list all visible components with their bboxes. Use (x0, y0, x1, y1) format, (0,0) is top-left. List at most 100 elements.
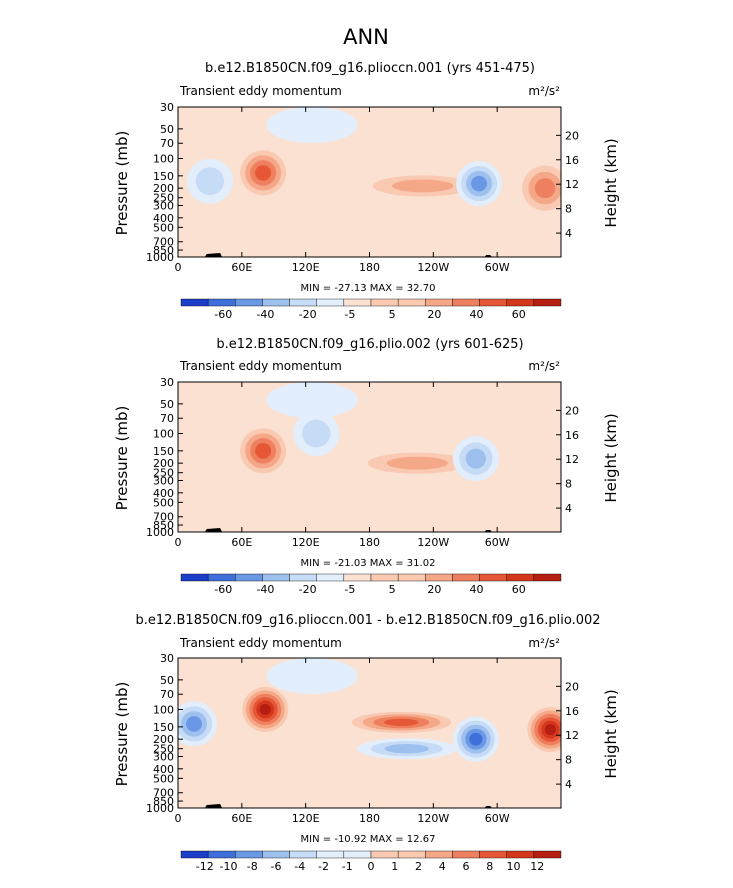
colorbar-swatch (343, 573, 372, 582)
colorbar-label: 20 (427, 583, 441, 596)
panel-3-y2label: Height (km) (602, 689, 620, 778)
colorbar-label: 1 (391, 860, 398, 873)
colorbar-swatch (262, 298, 290, 307)
panel-1-ylabel: Pressure (mb) (113, 131, 131, 236)
colorbar-swatch (452, 573, 480, 582)
topography (204, 528, 223, 532)
colorbar-label: -4 (294, 860, 305, 873)
panel-3-ylabel: Pressure (mb) (113, 682, 131, 787)
ytick-label: 50 (160, 398, 174, 411)
xtick-label: 180 (359, 261, 380, 274)
ytick-label: 500 (153, 221, 174, 234)
ytick-label: 1000 (146, 526, 174, 539)
colorbar-swatch (397, 298, 426, 307)
colorbar-swatch (262, 573, 290, 582)
panel-3: b.e12.B1850CN.f09_g16.plioccn.001 - b.e1… (113, 613, 620, 873)
xtick-label: 120E (292, 812, 320, 825)
ytick-label: 850 (153, 244, 174, 257)
colorbar-swatch (479, 298, 507, 307)
ytick-label: 250 (153, 192, 174, 205)
ytick-label: 100 (153, 428, 174, 441)
y2tick-label: 12 (565, 178, 579, 191)
ytick-label: 300 (153, 199, 174, 212)
panel-1-units: m²/s² (528, 84, 560, 98)
ytick-label: 30 (160, 101, 174, 114)
panel-1-stats: MIN = -27.13 MAX = 32.70 (301, 283, 436, 294)
y2tick-label: 20 (565, 129, 579, 142)
ytick-label: 150 (153, 445, 174, 458)
plot-background (178, 107, 561, 257)
colorbar-swatch (235, 573, 263, 582)
y2tick-label: 4 (565, 778, 572, 791)
colorbar-swatch (180, 850, 209, 859)
contour-pos-0-level-6 (259, 704, 271, 715)
topography (204, 804, 223, 808)
panel-1-colorbar: -60 -40 -20 -5 5 20 40 60 (180, 298, 562, 321)
xtick-label: 180 (359, 536, 380, 549)
colorbar-swatch (370, 573, 399, 582)
y2tick-label: 20 (565, 404, 579, 417)
panel-3-subtitle: Transient eddy momentum (179, 636, 342, 650)
ytick-label: 100 (153, 153, 174, 166)
colorbar-label: 6 (463, 860, 470, 873)
colorbar-swatch (235, 298, 263, 307)
ytick-label: 70 (160, 137, 174, 150)
contour-pos-0-level-4 (255, 443, 272, 459)
ytick-label: 70 (160, 688, 174, 701)
colorbar-swatch (289, 573, 317, 582)
panel-2: b.e12.B1850CN.f09_g16.plio.002 (yrs 601-… (113, 337, 620, 596)
contour-neg-3-level-4 (471, 175, 488, 192)
colorbar-label: -6 (271, 860, 282, 873)
ytick-label: 200 (153, 182, 174, 195)
xtick-label: 0 (175, 261, 182, 274)
panel-3-stats: MIN = -10.92 MAX = 12.67 (301, 834, 436, 845)
ytick-label: 300 (153, 474, 174, 487)
ytick-label: 70 (160, 412, 174, 425)
xtick-label: 120E (292, 536, 320, 549)
colorbar-label: 5 (389, 583, 396, 596)
contour-neg-3-level-5 (469, 732, 483, 746)
plot-background (178, 658, 561, 808)
colorbar-swatch (506, 298, 535, 307)
colorbar-swatch (506, 573, 535, 582)
colorbar-swatch (425, 850, 453, 859)
panel-3-colorbar: -12 -10 -8 -6 -4 -2 -1 0 1 2 4 6 8 10 12 (180, 850, 562, 873)
colorbar-label: 2 (415, 860, 422, 873)
colorbar-swatch (452, 850, 480, 859)
colorbar-label: -10 (220, 860, 238, 873)
colorbar-swatch (262, 850, 290, 859)
panel-1: b.e12.B1850CN.f09_g16.plioccn.001 (yrs 4… (113, 61, 620, 321)
colorbar-swatch (370, 850, 399, 859)
colorbar-swatch (289, 850, 317, 859)
ytick-label: 400 (153, 212, 174, 225)
panel-2-colorbar: -60 -40 -20 -5 5 20 40 60 (180, 573, 562, 596)
contour-pos-0-level-4 (255, 165, 272, 181)
panel-3-title: b.e12.B1850CN.f09_g16.plioccn.001 - b.e1… (135, 613, 600, 628)
ytick-label: 700 (153, 236, 174, 249)
contour-region-weak-negative (266, 382, 359, 418)
colorbar-label: 10 (507, 860, 521, 873)
ytick-label: 400 (153, 763, 174, 776)
colorbar-label: 0 (368, 860, 375, 873)
panel-2-ylabel: Pressure (mb) (113, 406, 131, 511)
ytick-label: 30 (160, 652, 174, 665)
y2tick-label: 12 (565, 453, 579, 466)
xtick-label: 120E (292, 261, 320, 274)
contour-pos-1-level-4 (384, 718, 419, 726)
ytick-label: 150 (153, 170, 174, 183)
xtick-label: 60E (231, 536, 252, 549)
ytick-label: 400 (153, 487, 174, 500)
colorbar-swatch (397, 573, 426, 582)
ytick-label: 50 (160, 674, 174, 687)
contour-region-weak-negative (266, 107, 359, 143)
colorbar-swatch (316, 573, 345, 582)
colorbar-label: -5 (344, 583, 355, 596)
panel-1-subtitle: Transient eddy momentum (179, 84, 342, 98)
xtick-label: 60W (485, 812, 510, 825)
panel-1-y2label: Height (km) (602, 138, 620, 227)
topography (204, 253, 223, 257)
colorbar-swatch (533, 573, 562, 582)
xtick-label: 0 (175, 536, 182, 549)
